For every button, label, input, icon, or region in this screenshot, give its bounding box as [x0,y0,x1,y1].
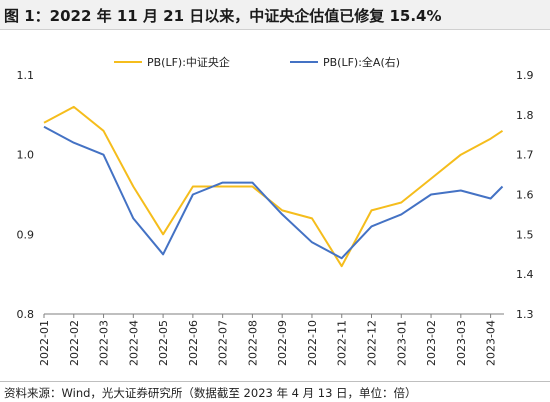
x-axis: 2022-01 2022-02 2022-03 2022-04 2022-05 2022-… [38,314,498,366]
right-tick-label: 1.4 [516,268,534,281]
x-tick-label: 2022-06 [187,320,200,366]
left-tick-label: 0.8 [17,308,35,321]
right-tick-label: 1.7 [516,149,534,162]
left-tick-label: 1.1 [17,69,35,82]
x-tick-label: 2022-09 [276,320,289,366]
right-tick-label: 1.8 [516,109,534,122]
plot-area: 0.8 0.9 1.0 1.1 1.3 1.4 1.5 1.6 1.7 1.8 1.9 2022-… [17,55,534,366]
x-tick-label: 2022-08 [246,320,259,366]
x-tick-label: 2022-05 [157,320,170,366]
x-tick-label: 2023-02 [425,320,438,366]
line-chart: 0.8 0.9 1.0 1.1 1.3 1.4 1.5 1.6 1.7 1.8 1.9 2022-… [17,55,534,366]
series-line-all-a [43,125,504,260]
figure-title: 图 1：2022 年 11 月 21 日以来，中证央企估值已修复 15.4% [0,0,550,30]
x-tick-label: 2022-01 [38,320,51,366]
x-tick-label: 2023-01 [395,320,408,366]
x-tick-label: 2022-10 [306,320,319,366]
right-tick-label: 1.5 [516,228,534,241]
source-note: 资料来源：Wind，光大证券研究所（数据截至 2023 年 4 月 13 日，单… [0,381,550,402]
series-layer [43,105,504,268]
left-axis: 0.8 0.9 1.0 1.1 [17,69,35,321]
left-tick-label: 0.9 [17,228,35,241]
x-tick-label: 2022-07 [217,320,230,366]
x-tick-label: 2022-12 [366,320,379,366]
left-tick-label: 1.0 [17,149,35,162]
x-tick-label: 2022-03 [98,320,111,366]
x-tick-label: 2022-02 [68,320,81,366]
right-tick-label: 1.3 [516,308,534,321]
right-tick-label: 1.9 [516,69,534,82]
legend-label: PB(LF):中证央企 [147,55,230,69]
right-tick-label: 1.6 [516,189,534,202]
series-line-csi-soe [43,105,504,268]
right-axis: 1.3 1.4 1.5 1.6 1.7 1.8 1.9 [516,69,534,321]
legend: PB(LF):中证央企 PB(LF):全A(右) [114,55,400,69]
x-tick-label: 2022-04 [127,320,140,366]
x-tick-label: 2022-11 [336,320,349,366]
legend-label: PB(LF):全A(右) [323,55,400,69]
x-tick-label: 2023-03 [455,320,468,366]
x-tick-label: 2023-04 [485,320,498,366]
